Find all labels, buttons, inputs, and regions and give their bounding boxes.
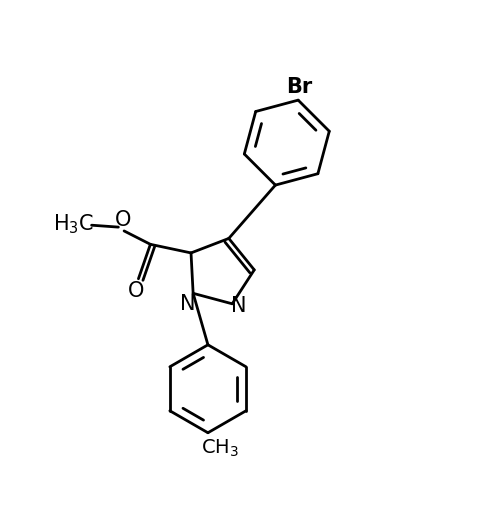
Text: O: O [114, 211, 131, 231]
Text: CH$_3$: CH$_3$ [201, 437, 239, 459]
Text: O: O [128, 281, 144, 300]
Text: Br: Br [286, 77, 313, 97]
Text: H$_3$C: H$_3$C [53, 213, 94, 236]
Text: N: N [180, 294, 195, 314]
Text: N: N [231, 296, 247, 316]
